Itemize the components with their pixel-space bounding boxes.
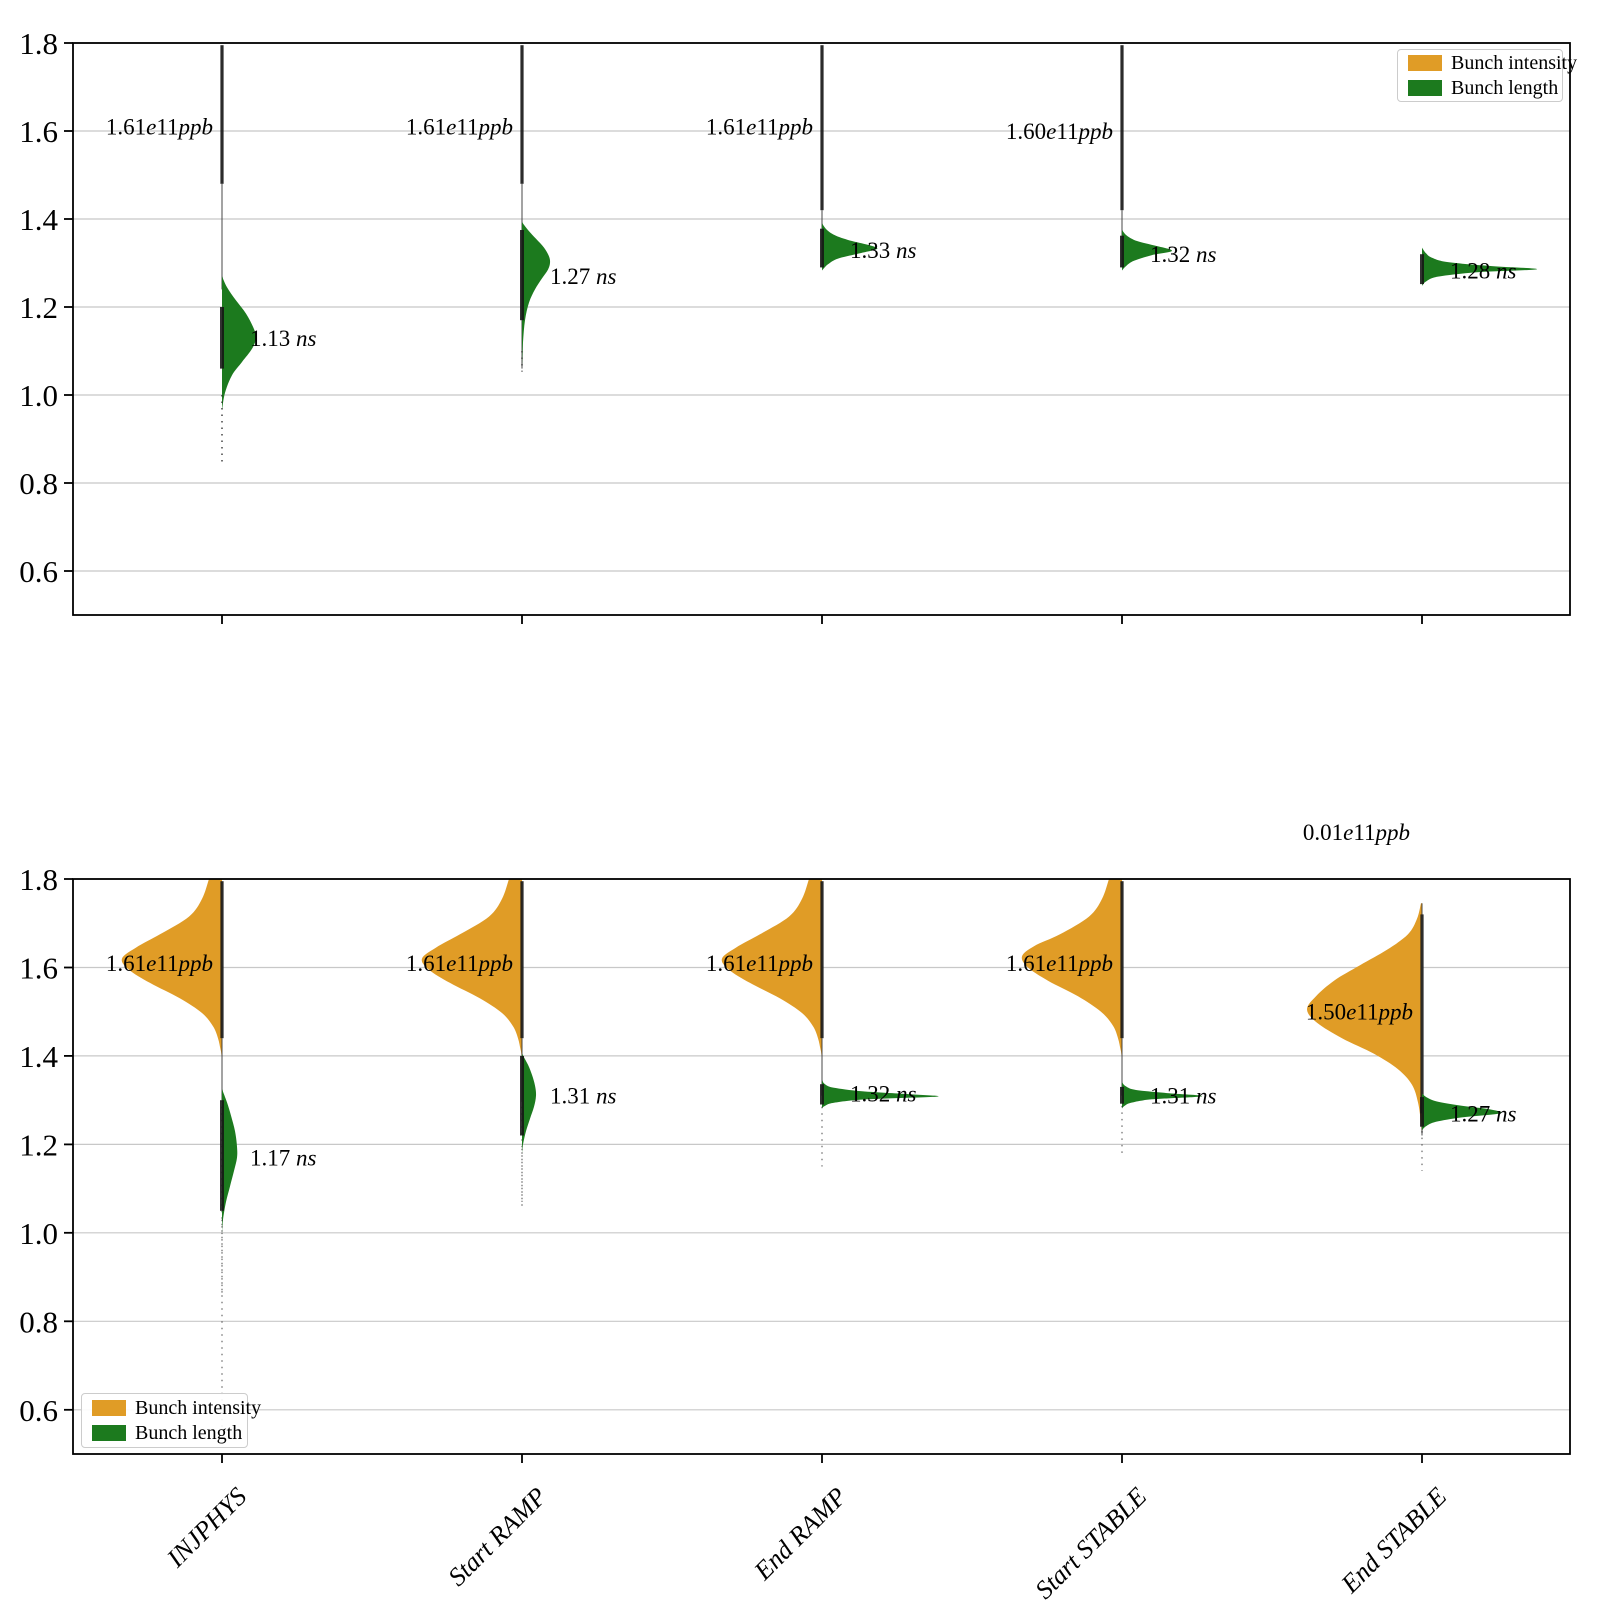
legend-bottom: Bunch intensity Bunch length	[81, 1393, 261, 1448]
legend-swatch-bunch-length	[1408, 80, 1442, 96]
edge-stick-length-end-stable	[1420, 1097, 1424, 1127]
violin-length-start-stable	[1122, 230, 1173, 271]
annotation-intensity-start-stable: 1.61e11ppb	[1006, 951, 1113, 976]
violin-length-start-ramp	[522, 1053, 537, 1154]
violin-intensity-start-ramp	[421, 879, 522, 1056]
y-tick-label-bottom: 0.6	[19, 1393, 58, 1428]
annotation-length-start-stable: 1.31 ns	[1150, 1084, 1217, 1109]
y-tick-label-bottom: 1.2	[19, 1127, 58, 1162]
annotation-intensity-start-ramp: 1.61e11ppb	[406, 115, 513, 140]
annotation-intensity-start-stable: 1.60e11ppb	[1006, 119, 1113, 144]
y-tick-label-top: 1.6	[19, 114, 58, 149]
annotation-length-end-ramp: 1.32 ns	[850, 1082, 917, 1107]
violin-length-start-stable	[1122, 1082, 1203, 1109]
violin-intensity-injphys	[121, 879, 222, 1056]
y-tick-label-bottom: 0.8	[19, 1304, 58, 1339]
x-tick-label-start-ramp: Start RAMP	[442, 1482, 552, 1592]
y-tick-label-top: 1.4	[19, 202, 58, 237]
annotation-length-start-ramp: 1.27 ns	[550, 264, 617, 289]
stick-faint-intensity-injphys	[221, 1038, 223, 1101]
free-annotation-0: 0.01e11ppb	[1303, 820, 1410, 845]
stick-faint-intensity-injphys	[221, 183, 223, 290]
edge-stick-length-end-ramp	[820, 228, 824, 268]
violin-length-end-stable	[1422, 1093, 1502, 1131]
y-tick-label-bottom: 1.4	[19, 1039, 58, 1074]
stick-intensity-end-ramp	[820, 45, 824, 211]
stick-faint-intensity-end-ramp	[821, 1038, 823, 1096]
legend-item-bunch-length: Bunch length	[1408, 78, 1558, 98]
stick-faint-intensity-start-stable	[1121, 1038, 1123, 1096]
legend-label-bunch-intensity: Bunch intensity	[135, 1397, 262, 1419]
stick-intensity-start-ramp	[520, 881, 524, 1039]
edge-stick-length-end-ramp	[820, 1084, 824, 1105]
annotation-length-injphys: 1.17 ns	[250, 1146, 317, 1171]
edge-stick-length-injphys	[220, 307, 224, 369]
x-tick-label-injphys: INJPHYS	[161, 1482, 253, 1574]
annotation-intensity-end-stable: 1.50e11ppb	[1306, 1000, 1413, 1025]
legend-swatch-bunch-length	[92, 1425, 126, 1441]
y-tick-label-top: 1.8	[19, 26, 58, 61]
violin-length-end-stable	[1422, 247, 1538, 286]
violin-intensity-end-stable	[1306, 903, 1422, 1132]
stick-intensity-start-stable	[1120, 881, 1124, 1039]
edge-stick-length-start-ramp	[520, 1055, 524, 1136]
panel-bottom: 1.61e11ppb 1.61e11ppb 1.61e11ppb 1.61e11ppb…	[19, 820, 1571, 1600]
x-tick-label-end-ramp: End RAMP	[748, 1482, 853, 1587]
edge-stick-length-start-stable	[1120, 235, 1124, 268]
x-tick-label-end-stable: End STABLE	[1335, 1482, 1452, 1599]
annotation-length-end-ramp: 1.33 ns	[850, 238, 917, 263]
y-tick-label-top: 1.2	[19, 290, 58, 325]
edge-stick-length-injphys	[220, 1100, 224, 1211]
y-tick-label-bottom: 1.6	[19, 951, 58, 986]
violin-length-injphys	[222, 1089, 238, 1233]
x-tick-label-start-stable: Start STABLE	[1029, 1482, 1152, 1600]
edge-stick-length-start-ramp	[520, 230, 524, 321]
stick-intensity-start-ramp	[520, 45, 524, 184]
annotation-intensity-end-ramp: 1.61e11ppb	[706, 115, 813, 140]
annotation-length-start-stable: 1.32 ns	[1150, 242, 1217, 267]
legend-label-bunch-length: Bunch length	[135, 1422, 243, 1444]
legend-item-bunch-length: Bunch length	[92, 1423, 242, 1443]
y-tick-label-top: 0.6	[19, 554, 58, 589]
annotation-intensity-end-ramp: 1.61e11ppb	[706, 951, 813, 976]
violin-length-start-ramp	[522, 222, 551, 367]
violin-intensity-start-stable	[1021, 879, 1122, 1056]
violin-length-end-ramp	[822, 1080, 939, 1109]
y-tick-label-bottom: 1.0	[19, 1216, 58, 1251]
legend-label-bunch-intensity: Bunch intensity	[1451, 52, 1578, 74]
stick-intensity-end-stable	[1420, 914, 1424, 1114]
stick-intensity-start-stable	[1120, 45, 1124, 211]
edge-stick-length-start-stable	[1120, 1086, 1124, 1104]
annotation-intensity-start-ramp: 1.61e11ppb	[406, 951, 513, 976]
legend-swatch-bunch-intensity	[1408, 55, 1442, 71]
violin-length-end-ramp	[822, 223, 878, 271]
annotation-intensity-injphys: 1.61e11ppb	[106, 115, 213, 140]
annotation-length-injphys: 1.13 ns	[250, 326, 317, 351]
y-tick-label-bottom: 1.8	[19, 862, 58, 897]
edge-stick-length-end-stable	[1420, 254, 1424, 285]
stick-intensity-injphys	[220, 45, 224, 184]
legend-item-bunch-intensity: Bunch intensity	[92, 1398, 261, 1418]
stick-intensity-end-ramp	[820, 881, 824, 1039]
annotation-length-end-stable: 1.27 ns	[1450, 1101, 1517, 1126]
legend-swatch-bunch-intensity	[92, 1400, 126, 1416]
legend-top: Bunch intensity Bunch length	[1397, 49, 1577, 102]
annotation-intensity-injphys: 1.61e11ppb	[106, 951, 213, 976]
stick-faint-intensity-end-stable	[1421, 903, 1423, 1136]
y-tick-label-top: 1.0	[19, 378, 58, 413]
annotation-length-end-stable: 1.28 ns	[1450, 259, 1517, 284]
violin-length-injphys	[222, 276, 257, 411]
stick-intensity-injphys	[220, 881, 224, 1039]
panel-top: 1.61e11ppb 1.61e11ppb 1.61e11ppb 1.60e11ppb…	[19, 26, 1571, 624]
legend-item-bunch-intensity: Bunch intensity	[1408, 53, 1577, 73]
y-tick-label-top: 0.8	[19, 466, 58, 501]
annotation-length-start-ramp: 1.31 ns	[550, 1084, 617, 1109]
violin-intensity-end-ramp	[721, 879, 822, 1056]
legend-label-bunch-length: Bunch length	[1451, 77, 1559, 99]
